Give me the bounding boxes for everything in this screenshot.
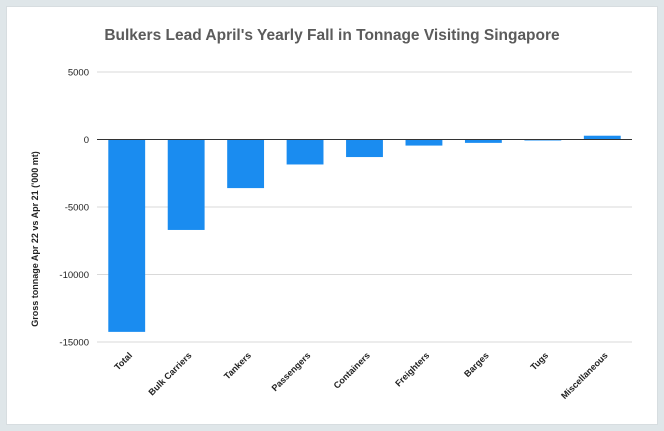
bar-7 (464, 139, 502, 143)
y-tick-label: -15000 (59, 338, 89, 349)
bar-1 (108, 139, 146, 332)
x-tick-label: Passengers (270, 350, 313, 393)
y-tick-label: -10000 (59, 270, 89, 281)
y-tick-label: 0 (84, 135, 89, 146)
bar-9 (583, 135, 621, 140)
x-tick-label: Bulk Carriers (147, 350, 194, 397)
bar-2 (167, 139, 205, 230)
bar-4 (286, 139, 324, 165)
x-tick-label: Miscellaneous (559, 350, 610, 401)
x-tick-label: Tugs (528, 350, 550, 372)
bar-chart: 5000 0 -5000 -10000 -15000 Total Bulk Carriers… (59, 68, 632, 401)
bar-6 (405, 139, 443, 146)
bar-5 (346, 139, 383, 158)
x-tick-label: Containers (332, 350, 372, 390)
bar-3 (227, 139, 265, 189)
x-tick-label: Freighters (393, 350, 431, 388)
x-tick-label: Barges (462, 350, 491, 379)
chart-title: Bulkers Lead April's Yearly Fall in Tonn… (104, 27, 560, 44)
x-tick-label: Total (112, 350, 134, 372)
y-tick-label: -5000 (65, 203, 89, 214)
y-tick-label: 5000 (68, 68, 89, 79)
x-tick-label: Tankers (222, 350, 253, 381)
chart-frame: Bulkers Lead April's Yearly Fall in Tonn… (6, 6, 658, 425)
